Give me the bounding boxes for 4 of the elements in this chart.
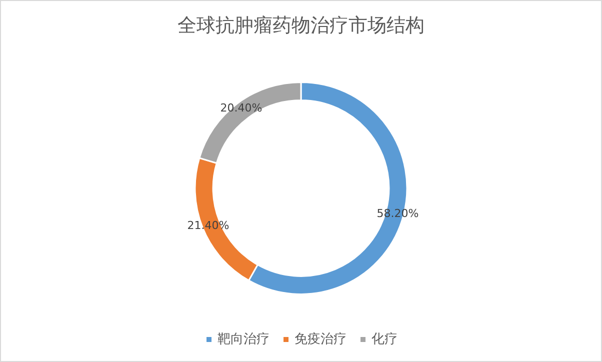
legend-label: 化疗 <box>372 332 398 347</box>
chart-title: 全球抗肿瘤药物治疗市场结构 <box>178 14 424 36</box>
legend-label: 靶向治疗 <box>218 332 270 347</box>
legend-label: 免疫治疗 <box>294 332 346 347</box>
